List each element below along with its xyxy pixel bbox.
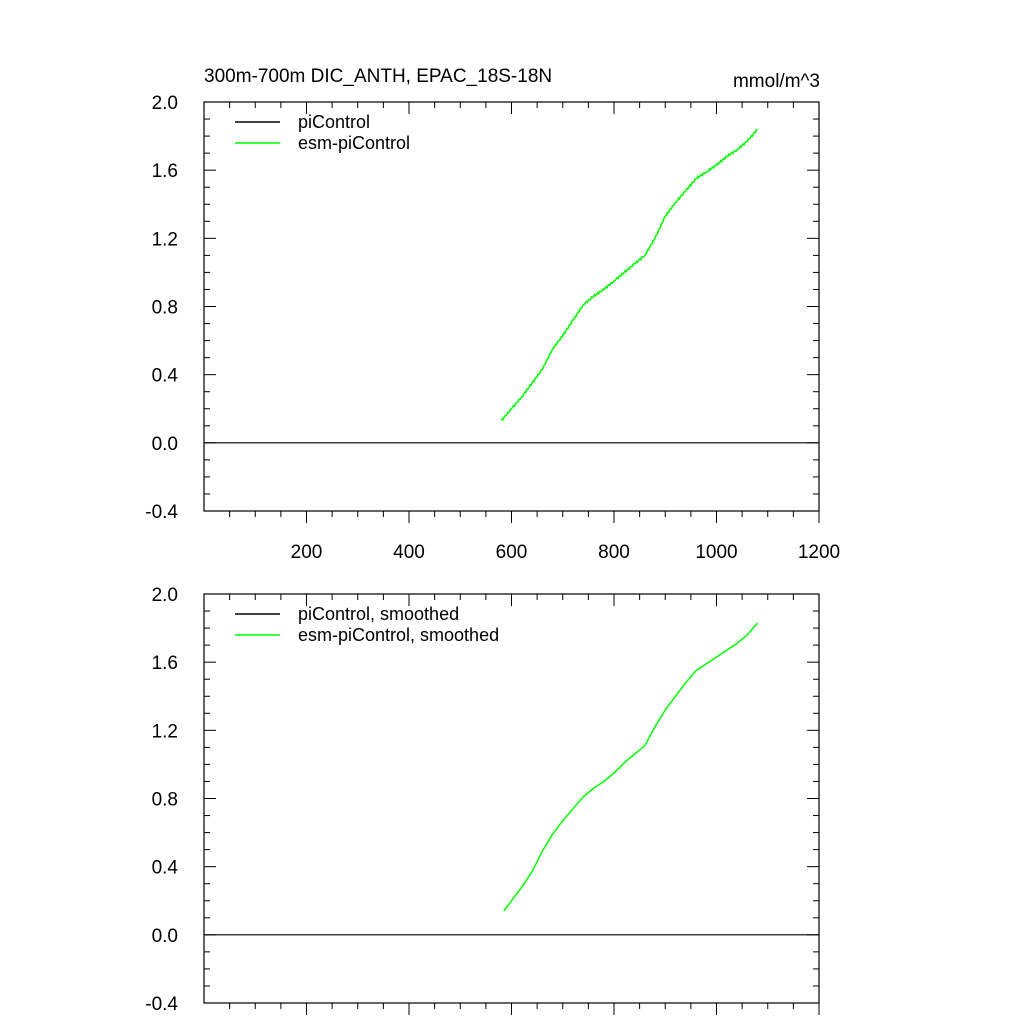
bottom-legend-label-esm-picontrol-smoothed: esm-piControl, smoothed	[298, 625, 499, 645]
bottom-y-tick-label: -0.4	[145, 994, 178, 1015]
bottom-panel: -0.4 0.0 0.4 0.8 1.2 1.6 2.0 piControl, smooth…	[145, 585, 820, 1015]
top-panel-marks	[204, 128, 819, 444]
chart-title: 300m-700m DIC_ANTH, EPAC_18S-18N	[204, 66, 552, 87]
top-x-tick-label: 800	[598, 542, 630, 563]
top-y-tick-label: 0.0	[152, 434, 178, 455]
bottom-panel-ticks	[204, 593, 820, 1015]
top-panel-tick-labels: -0.4 0.0 0.4 0.8 1.2 1.6 2.0 200 400 600 800 1000 12…	[145, 93, 840, 563]
top-x-tick-label: 1000	[695, 542, 737, 563]
top-legend-label-esm-picontrol: esm-piControl	[298, 133, 410, 153]
top-y-tick-label: 1.2	[152, 229, 178, 250]
top-y-tick-label: -0.4	[145, 502, 178, 523]
top-y-tick-label: 0.4	[152, 366, 179, 387]
top-series-line-esm-picontrol	[500, 128, 758, 422]
units-label: mmol/m^3	[733, 71, 820, 92]
top-x-tick-label: 1200	[798, 542, 840, 563]
bottom-panel-frame	[203, 593, 820, 1004]
bottom-panel-tick-labels: -0.4 0.0 0.4 0.8 1.2 1.6 2.0	[145, 585, 178, 1015]
top-y-tick-label: 0.8	[152, 298, 178, 319]
bottom-legend-label-picontrol-smoothed: piControl, smoothed	[298, 604, 459, 624]
bottom-panel-marks	[204, 622, 819, 936]
bottom-y-tick-label: 0.8	[152, 790, 178, 811]
bottom-y-tick-label: 1.2	[152, 721, 178, 742]
bottom-y-tick-label: 0.0	[152, 926, 178, 947]
top-x-tick-label: 200	[291, 542, 323, 563]
bottom-y-tick-label: 1.6	[152, 653, 178, 674]
top-y-tick-label: 2.0	[152, 93, 178, 114]
top-x-tick-label: 600	[496, 542, 528, 563]
bottom-series-line-esm-picontrol-smoothed	[503, 622, 759, 912]
top-y-tick-label: 1.6	[152, 161, 178, 182]
top-x-tick-label: 400	[393, 542, 425, 563]
top-panel-frame	[203, 101, 820, 512]
bottom-y-tick-label: 2.0	[152, 585, 178, 606]
top-legend-label-picontrol: piControl	[298, 112, 370, 132]
bottom-y-tick-label: 0.4	[152, 858, 179, 879]
top-panel: -0.4 0.0 0.4 0.8 1.2 1.6 2.0 200 400 600 800 1000 12…	[145, 93, 840, 563]
